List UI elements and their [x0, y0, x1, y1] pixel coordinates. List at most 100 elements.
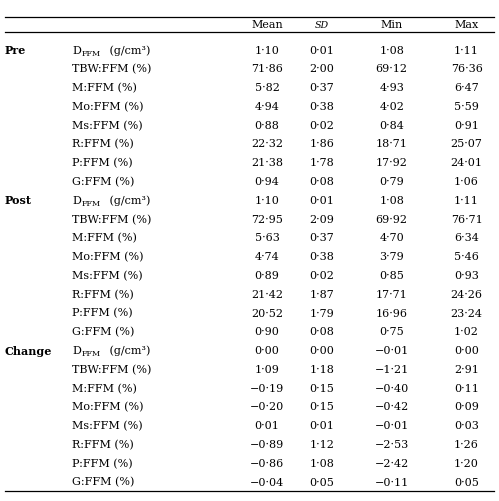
Text: −0·89: −0·89: [250, 439, 284, 449]
Text: 0·84: 0·84: [379, 120, 404, 130]
Text: TBW:FFM (%): TBW:FFM (%): [72, 214, 152, 224]
Text: 0·08: 0·08: [309, 177, 334, 187]
Text: Change: Change: [5, 345, 52, 356]
Text: 0·93: 0·93: [454, 271, 479, 281]
Text: 0·00: 0·00: [254, 345, 279, 355]
Text: −0·20: −0·20: [250, 402, 284, 412]
Text: 1·11: 1·11: [454, 46, 479, 56]
Text: 1·08: 1·08: [379, 46, 404, 56]
Text: 1·08: 1·08: [309, 458, 334, 468]
Text: P:FFM (%): P:FFM (%): [72, 308, 133, 318]
Text: 0·94: 0·94: [254, 177, 279, 187]
Text: R:FFM (%): R:FFM (%): [72, 289, 134, 299]
Text: −0·01: −0·01: [375, 420, 409, 430]
Text: 5·46: 5·46: [454, 252, 479, 262]
Text: 0·90: 0·90: [254, 327, 279, 337]
Text: M:FFM (%): M:FFM (%): [72, 83, 137, 93]
Text: 2·91: 2·91: [454, 364, 479, 374]
Text: 0·75: 0·75: [379, 327, 404, 337]
Text: 1·09: 1·09: [254, 364, 279, 374]
Text: 0·89: 0·89: [254, 271, 279, 281]
Text: 0·15: 0·15: [309, 402, 334, 412]
Text: SD: SD: [315, 21, 329, 30]
Text: Ms:FFM (%): Ms:FFM (%): [72, 120, 143, 131]
Text: 5·63: 5·63: [254, 233, 279, 243]
Text: 1·12: 1·12: [309, 439, 334, 449]
Text: −0·42: −0·42: [375, 402, 409, 412]
Text: 69·12: 69·12: [376, 64, 408, 74]
Text: 1·78: 1·78: [309, 158, 334, 168]
Text: 24·26: 24·26: [451, 289, 483, 299]
Text: 0·00: 0·00: [454, 345, 479, 355]
Text: −0·01: −0·01: [375, 345, 409, 355]
Text: 72·95: 72·95: [251, 214, 283, 224]
Text: −0·11: −0·11: [375, 476, 409, 486]
Text: 1·86: 1·86: [309, 139, 334, 149]
Text: −0·19: −0·19: [250, 383, 284, 393]
Text: 16·96: 16·96: [376, 308, 408, 318]
Text: −1·21: −1·21: [375, 364, 409, 374]
Text: Mean: Mean: [251, 20, 283, 30]
Text: −0·40: −0·40: [375, 383, 409, 393]
Text: R:FFM (%): R:FFM (%): [72, 439, 134, 449]
Text: 1·10: 1·10: [254, 195, 279, 205]
Text: 0·02: 0·02: [309, 120, 334, 130]
Text: 17·71: 17·71: [376, 289, 408, 299]
Text: 0·01: 0·01: [309, 195, 334, 205]
Text: 1·79: 1·79: [309, 308, 334, 318]
Text: TBW:FFM (%): TBW:FFM (%): [72, 64, 152, 74]
Text: 20·52: 20·52: [251, 308, 283, 318]
Text: 6·34: 6·34: [454, 233, 479, 243]
Text: R:FFM (%): R:FFM (%): [72, 139, 134, 149]
Text: 6·47: 6·47: [454, 83, 479, 93]
Text: −0·04: −0·04: [250, 476, 284, 486]
Text: 22·32: 22·32: [251, 139, 283, 149]
Text: 1·20: 1·20: [454, 458, 479, 468]
Text: 0·15: 0·15: [309, 383, 334, 393]
Text: 18·71: 18·71: [376, 139, 408, 149]
Text: D: D: [72, 46, 81, 56]
Text: 17·92: 17·92: [376, 158, 408, 168]
Text: 1·26: 1·26: [454, 439, 479, 449]
Text: 0·01: 0·01: [309, 420, 334, 430]
Text: FFM: FFM: [81, 200, 100, 208]
Text: (g/cm³): (g/cm³): [106, 195, 151, 206]
Text: 25·07: 25·07: [451, 139, 483, 149]
Text: Post: Post: [5, 195, 32, 206]
Text: 4·70: 4·70: [379, 233, 404, 243]
Text: 24·01: 24·01: [451, 158, 483, 168]
Text: 0·09: 0·09: [454, 402, 479, 412]
Text: 1·87: 1·87: [309, 289, 334, 299]
Text: Pre: Pre: [5, 45, 26, 56]
Text: −2·42: −2·42: [375, 458, 409, 468]
Text: G:FFM (%): G:FFM (%): [72, 476, 135, 487]
Text: P:FFM (%): P:FFM (%): [72, 458, 133, 468]
Text: 0·79: 0·79: [379, 177, 404, 187]
Text: 0·05: 0·05: [309, 476, 334, 486]
Text: 1·11: 1·11: [454, 195, 479, 205]
Text: G:FFM (%): G:FFM (%): [72, 176, 135, 187]
Text: 0·01: 0·01: [254, 420, 279, 430]
Text: 1·18: 1·18: [309, 364, 334, 374]
Text: Mo:FFM (%): Mo:FFM (%): [72, 401, 144, 412]
Text: 0·37: 0·37: [309, 83, 334, 93]
Text: 4·93: 4·93: [379, 83, 404, 93]
Text: 1·02: 1·02: [454, 327, 479, 337]
Text: 76·71: 76·71: [451, 214, 483, 224]
Text: (g/cm³): (g/cm³): [106, 45, 151, 56]
Text: 76·36: 76·36: [451, 64, 483, 74]
Text: 69·92: 69·92: [376, 214, 408, 224]
Text: 1·06: 1·06: [454, 177, 479, 187]
Text: 0·11: 0·11: [454, 383, 479, 393]
Text: G:FFM (%): G:FFM (%): [72, 327, 135, 337]
Text: Min: Min: [381, 20, 403, 30]
Text: 0·88: 0·88: [254, 120, 279, 130]
Text: TBW:FFM (%): TBW:FFM (%): [72, 364, 152, 374]
Text: 23·24: 23·24: [451, 308, 483, 318]
Text: 71·86: 71·86: [251, 64, 283, 74]
Text: M:FFM (%): M:FFM (%): [72, 383, 137, 393]
Text: 0·00: 0·00: [309, 345, 334, 355]
Text: 21·38: 21·38: [251, 158, 283, 168]
Text: Mo:FFM (%): Mo:FFM (%): [72, 102, 144, 112]
Text: FFM: FFM: [81, 350, 100, 358]
